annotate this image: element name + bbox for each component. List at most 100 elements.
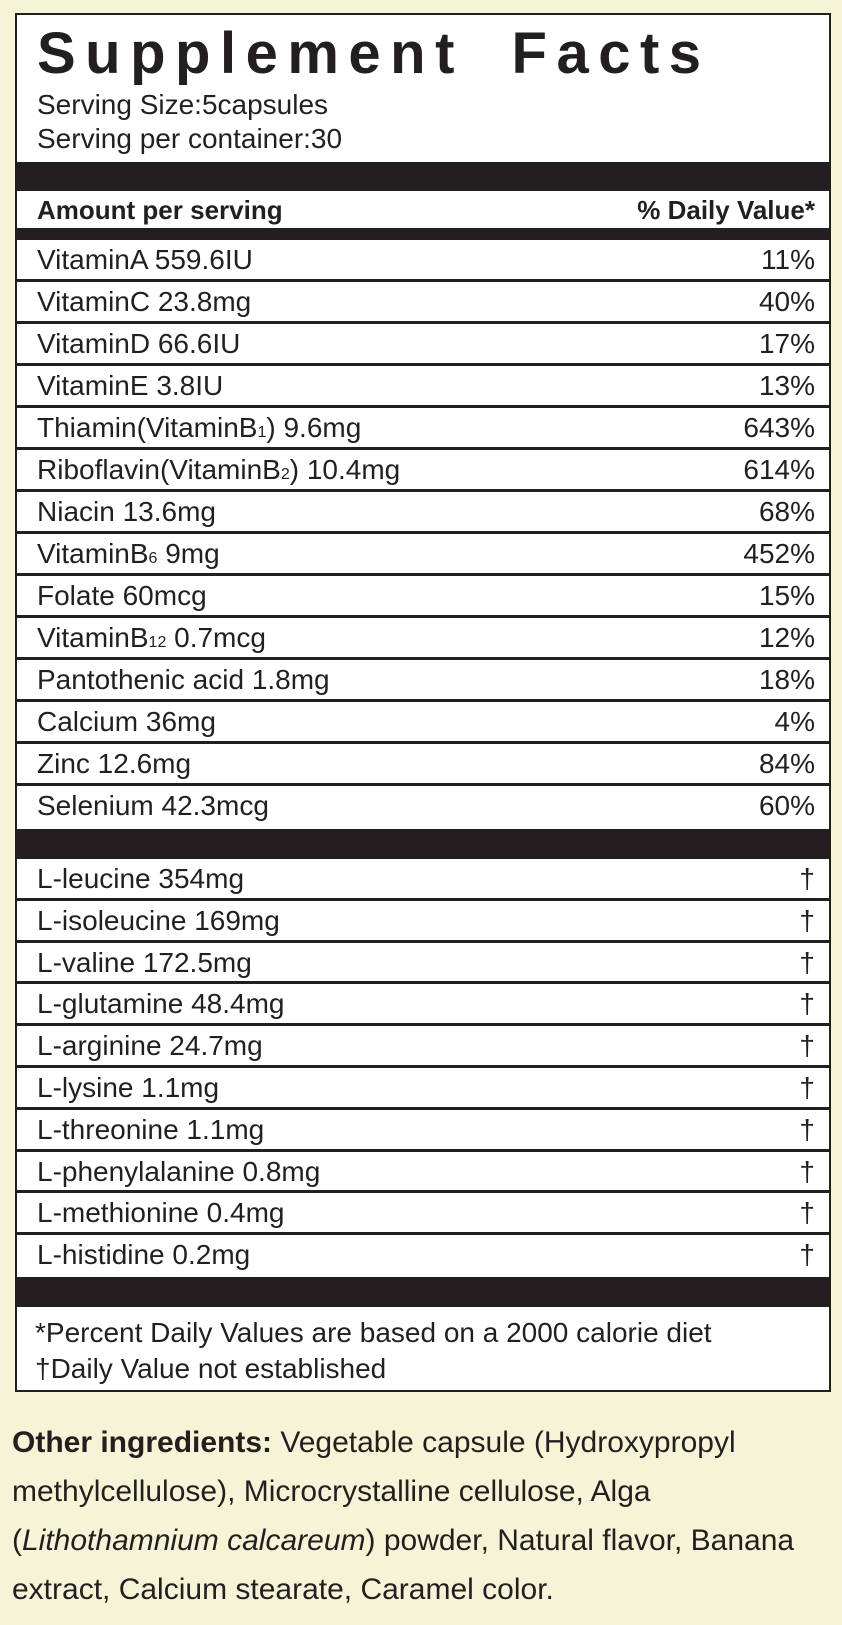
vitamin-list: VitaminA 559.6IU 11% VitaminC 23.8mg 40% Vit… — [17, 240, 829, 825]
daily-value: 84% — [758, 748, 815, 779]
table-row: L-leucine 354mg † — [17, 859, 829, 901]
panel-title: Supplement Facts — [37, 21, 711, 86]
nutrient-name: L-threonine 1.1mg — [37, 1110, 264, 1150]
daily-value: † — [799, 1113, 815, 1145]
nutrient-amount: 0.7mcg — [166, 622, 266, 653]
subscript: 1 — [257, 424, 267, 441]
daily-value: † — [799, 1155, 815, 1187]
nutrient-name: L-valine 172.5mg — [37, 943, 252, 983]
daily-value: † — [799, 1071, 815, 1103]
amino-acid-list: L-leucine 354mg † L-isoleucine 169mg † L-val… — [17, 859, 829, 1274]
other-ingredients: Other ingredients: Vegetable capsule (Hy… — [12, 1418, 838, 1614]
daily-value: 60% — [758, 790, 815, 821]
daily-value: † — [799, 946, 815, 978]
nutrient-name: Selenium 42.3mcg — [37, 786, 269, 826]
table-row: Folate 60mcg 15% — [17, 576, 829, 618]
nutrient-label: L-methionine 0.4mg — [37, 1197, 285, 1229]
amount-header: Amount per serving — [37, 195, 283, 225]
table-row: L-lysine 1.1mg † — [17, 1068, 829, 1110]
table-row: Zinc 12.6mg 84% — [17, 744, 829, 786]
table-row: VitaminD 66.6IU 17% — [17, 324, 829, 366]
table-row: Thiamin(VitaminB1) 9.6mg 643% — [17, 408, 829, 450]
daily-value: 643% — [743, 412, 815, 443]
daily-value: † — [799, 1239, 815, 1271]
other-ingredients-text-2: ) powder, Natural flavor, Banana extract… — [12, 1524, 795, 1606]
daily-value: 13% — [758, 370, 815, 401]
nutrient-name: VitaminA 559.6IU — [37, 240, 253, 280]
nutrient-name: L-lysine 1.1mg — [37, 1068, 219, 1108]
table-row: L-threonine 1.1mg † — [17, 1110, 829, 1152]
nutrient-label: Niacin 13.6mg — [37, 496, 216, 527]
daily-value: 4% — [774, 706, 815, 737]
nutrient-label: Zinc 12.6mg — [37, 748, 192, 779]
nutrient-label: Selenium 42.3mcg — [37, 790, 269, 821]
subscript: 6 — [148, 550, 158, 567]
nutrient-name: L-histidine 0.2mg — [37, 1235, 250, 1275]
nutrient-name: Riboflavin(VitaminB2) 10.4mg — [37, 450, 400, 495]
nutrient-name: L-glutamine 48.4mg — [37, 984, 284, 1024]
nutrient-amount: 9mg — [157, 538, 220, 569]
serving-size: Serving Size:5capsules — [37, 89, 329, 120]
table-row: L-histidine 0.2mg † — [17, 1235, 829, 1274]
daily-value: † — [799, 904, 815, 936]
nutrient-name: Thiamin(VitaminB1) 9.6mg — [37, 408, 361, 453]
nutrient-name: L-methionine 0.4mg — [37, 1193, 284, 1233]
nutrient-amount: ) 10.4mg — [289, 454, 401, 485]
nutrient-label: VitaminB — [37, 622, 149, 653]
nutrient-name: Calcium 36mg — [37, 702, 216, 742]
nutrient-name: VitaminB12 0.7mcg — [37, 618, 266, 663]
table-row: L-valine 172.5mg † — [17, 943, 829, 985]
table-row: Calcium 36mg 4% — [17, 702, 829, 744]
supplement-facts-panel: Supplement Facts Serving Size:5capsules … — [15, 13, 831, 1392]
divider-bar — [17, 829, 829, 859]
nutrient-name: VitaminC 23.8mg — [37, 282, 251, 322]
nutrient-label: L-phenylalanine 0.8mg — [37, 1155, 321, 1187]
divider-bar — [17, 1277, 829, 1307]
table-row: VitaminC 23.8mg 40% — [17, 282, 829, 324]
divider-bar — [17, 228, 829, 240]
table-row: L-methionine 0.4mg † — [17, 1193, 829, 1236]
daily-value: † — [799, 1197, 815, 1229]
nutrient-label: L-leucine 354mg — [37, 863, 245, 894]
table-row: Pantothenic acid 1.8mg 18% — [17, 660, 829, 702]
daily-value: 614% — [743, 454, 815, 485]
table-row: L-isoleucine 169mg † — [17, 901, 829, 943]
table-row: L-arginine 24.7mg † — [17, 1026, 829, 1068]
nutrient-label: L-arginine 24.7mg — [37, 1030, 263, 1062]
nutrient-name: VitaminE 3.8IU — [37, 366, 223, 406]
nutrient-label: Riboflavin(VitaminB — [37, 454, 281, 485]
nutrient-name: VitaminB6 9mg — [37, 534, 220, 579]
daily-value: 40% — [758, 286, 815, 317]
nutrient-label: VitaminB — [37, 538, 149, 569]
daily-value: † — [799, 988, 815, 1020]
subscript: 12 — [148, 634, 167, 651]
table-row: L-glutamine 48.4mg † — [17, 984, 829, 1027]
nutrient-name: VitaminD 66.6IU — [37, 324, 240, 364]
subscript: 2 — [280, 466, 290, 483]
daily-value: 15% — [758, 580, 815, 611]
nutrient-label: VitaminE 3.8IU — [37, 370, 224, 401]
daily-value: 452% — [743, 538, 815, 569]
dv-header: % Daily Value* — [637, 195, 815, 225]
nutrient-name: Niacin 13.6mg — [37, 492, 216, 532]
footnote-dagger: †Daily Value not established — [35, 1353, 387, 1384]
nutrient-label: VitaminD 66.6IU — [37, 328, 241, 359]
footnote-dv: *Percent Daily Values are based on a 200… — [35, 1317, 712, 1348]
daily-value: 12% — [758, 622, 815, 653]
table-row: Niacin 13.6mg 68% — [17, 492, 829, 534]
nutrient-label: L-lysine 1.1mg — [37, 1071, 220, 1103]
table-row: VitaminB6 9mg 452% — [17, 534, 829, 576]
other-ingredients-italic: Lithothamnium calcareum — [22, 1524, 366, 1557]
servings-per-container: Serving per container:30 — [37, 123, 343, 154]
daily-value: 68% — [758, 496, 815, 527]
other-ingredients-text: Vegetable capsule (Hydroxypropyl methylc… — [12, 1426, 736, 1557]
nutrient-label: L-isoleucine 169mg — [37, 904, 280, 936]
nutrient-label: Pantothenic acid 1.8mg — [37, 664, 330, 695]
divider-bar — [17, 162, 829, 191]
nutrient-label: L-histidine 0.2mg — [37, 1239, 251, 1271]
table-row: Selenium 42.3mcg 60% — [17, 786, 829, 825]
nutrient-name: Folate 60mcg — [37, 576, 207, 616]
daily-value: 11% — [761, 244, 815, 275]
nutrient-name: L-isoleucine 169mg — [37, 901, 280, 941]
nutrient-label: L-valine 172.5mg — [37, 946, 252, 978]
